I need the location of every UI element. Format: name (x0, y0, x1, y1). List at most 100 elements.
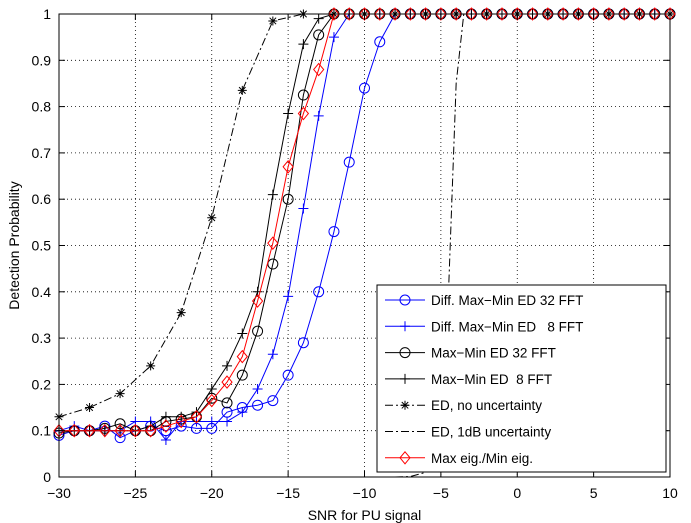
series-point (252, 325, 264, 337)
series-point (572, 7, 585, 21)
series-point (343, 7, 355, 21)
legend-label: ED, no uncertainty (431, 398, 542, 413)
series-point (99, 423, 111, 438)
x-tick-label: −15 (276, 485, 300, 501)
series-point (176, 411, 187, 422)
y-tick-labels: 0 0.1 0.2 0.3 0.4 0.5 0.6 0.7 0.8 0.9 1 (32, 6, 52, 485)
x-tick-label: −30 (47, 485, 71, 501)
legend-entry: ED, no uncertainty (385, 398, 542, 413)
series-point (222, 360, 233, 371)
x-tick-label: −20 (200, 485, 224, 501)
series-point (297, 337, 309, 349)
series-point (252, 384, 263, 395)
x-tick-label: −10 (353, 485, 377, 501)
series-point (298, 39, 309, 50)
series-point (129, 423, 142, 438)
series-point (207, 213, 217, 223)
series-point (465, 7, 478, 21)
y-tick-label: 0.8 (32, 99, 52, 115)
legend-marker (399, 451, 411, 465)
series-point (237, 85, 247, 95)
y-tick-label: 0.4 (32, 284, 52, 300)
series-point (251, 294, 264, 308)
series-point (68, 423, 80, 438)
series-point (649, 7, 661, 21)
x-tick-label: −5 (433, 485, 449, 501)
y-tick-label: 1 (43, 6, 51, 22)
series-point (496, 7, 508, 21)
series-point (282, 193, 294, 205)
series-point (374, 36, 386, 48)
series-point (252, 399, 264, 411)
series-point (176, 308, 186, 318)
series-point (206, 393, 218, 408)
series-point (328, 226, 340, 238)
y-tick-label: 0.6 (32, 191, 52, 207)
legend-marker (399, 347, 411, 359)
legend-entry: Max−Min ED 8 FFT (385, 372, 552, 387)
series-point (313, 62, 325, 77)
series-point (283, 291, 294, 302)
series-point (160, 434, 171, 445)
series-point (236, 349, 248, 364)
series-point (389, 7, 401, 21)
axis-ticks (58, 13, 671, 478)
series-point (313, 29, 325, 41)
series-point (146, 361, 156, 371)
legend-marker (399, 294, 411, 306)
series-point (144, 423, 157, 438)
series-point (603, 7, 615, 21)
series-point (206, 384, 217, 395)
series-point (237, 328, 248, 339)
legend-label: Max−Min ED 32 FFT (431, 346, 556, 361)
series-point (328, 7, 340, 21)
y-tick-label: 0.3 (32, 330, 52, 346)
legend-entry: Max−Min ED 32 FFT (385, 346, 556, 361)
series-point (633, 7, 646, 21)
series-point (481, 7, 493, 21)
series-point (115, 389, 125, 399)
series-point (145, 421, 156, 432)
y-tick-label: 0.7 (32, 145, 52, 161)
series-point (297, 106, 310, 121)
legend-label: Diff. Max−Min ED 8 FFT (431, 319, 583, 334)
series-point (313, 286, 325, 298)
legend-label: Max eig./Min eig. (431, 451, 533, 466)
series-point (268, 16, 278, 26)
series-point (526, 7, 539, 21)
series-point (206, 416, 217, 427)
series-point (236, 369, 248, 381)
series-point (85, 403, 95, 413)
series-point (313, 110, 324, 121)
legend-marker (400, 321, 410, 332)
series-point (343, 156, 355, 168)
x-tick-label: −25 (124, 485, 148, 501)
series-point (313, 13, 324, 24)
legend-label: Max−Min ED 8 FFT (431, 372, 552, 387)
series-point (160, 419, 172, 433)
series-point (298, 203, 309, 214)
series-point (328, 32, 339, 43)
legend-entry: Max eig./Min eig. (385, 451, 533, 466)
series-point (190, 410, 203, 424)
x-tick-labels: −30 −25 −20 −15 −10 −5 0 5 10 (47, 485, 678, 501)
y-tick-label: 0.1 (32, 423, 52, 439)
series-point (542, 7, 554, 21)
x-tick-label: 0 (513, 485, 521, 501)
series-point (237, 407, 248, 418)
series-point (282, 369, 294, 381)
legend-label: Diff. Max−Min ED 32 FFT (431, 293, 583, 308)
series-point (359, 82, 370, 94)
x-axis-label: SNR for PU signal (308, 507, 422, 523)
series-point (83, 423, 96, 438)
series-point (618, 7, 630, 21)
y-tick-label: 0.9 (32, 52, 52, 68)
series-point (221, 397, 233, 409)
series-point (297, 89, 309, 101)
legend-box (376, 284, 667, 473)
series-point (283, 108, 294, 119)
x-tick-label: 10 (662, 485, 678, 501)
x-tick-label: 5 (590, 485, 598, 501)
y-axis-label: Detection Probability (6, 181, 22, 309)
series-point (267, 236, 279, 250)
